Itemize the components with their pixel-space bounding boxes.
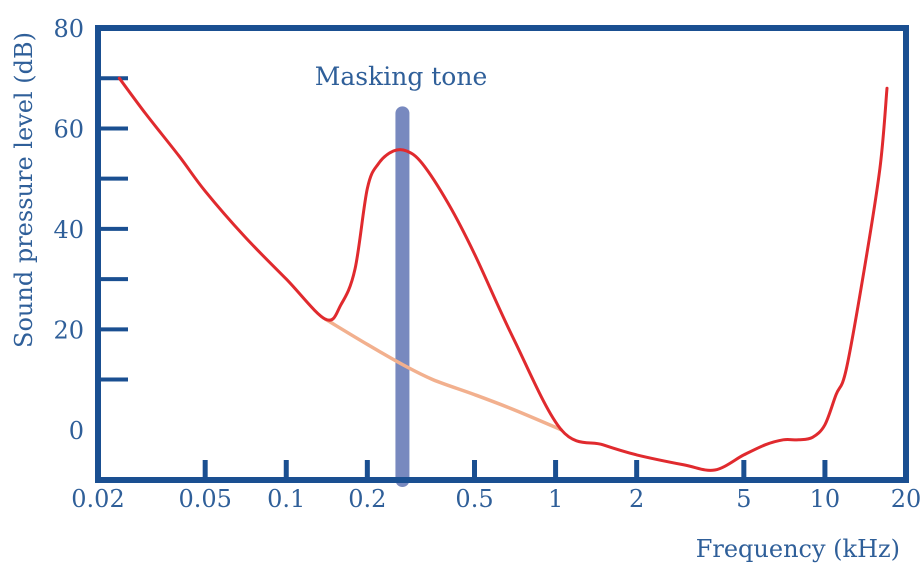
y-tick-label: 20 bbox=[53, 316, 84, 344]
x-tick-label: 5 bbox=[736, 485, 751, 513]
x-tick-label: 10 bbox=[810, 485, 841, 513]
threshold-in-quiet-curve bbox=[323, 317, 564, 432]
axes-frame bbox=[95, 25, 909, 483]
x-axis-title: Frequency (kHz) bbox=[696, 535, 900, 563]
masking-tone-label: Masking tone bbox=[315, 62, 488, 91]
x-tick-label: 0.1 bbox=[267, 485, 305, 513]
y-axis-title: Sound pressure level (dB) bbox=[10, 32, 38, 348]
series-group bbox=[117, 76, 889, 472]
y-tick-label: 0 bbox=[69, 417, 84, 445]
x-tick-label: 0.02 bbox=[71, 485, 124, 513]
tick-marks bbox=[98, 76, 828, 480]
x-tick-label: 1 bbox=[548, 485, 563, 513]
x-tick-label: 2 bbox=[629, 485, 644, 513]
y-tick-label: 40 bbox=[53, 216, 84, 244]
x-tick-label: 0.2 bbox=[348, 485, 386, 513]
x-tick-label: 0.05 bbox=[178, 485, 231, 513]
x-tick-label: 20 bbox=[891, 485, 922, 513]
tick-labels: 0.02 0.05 0.1 0.2 0.5 1 2 5 10 20 0 20 40 60 80 bbox=[53, 15, 921, 513]
y-tick-label: 60 bbox=[53, 115, 84, 143]
x-tick-label: 0.5 bbox=[455, 485, 493, 513]
masked-threshold-curve bbox=[117, 76, 889, 472]
y-tick-label: 80 bbox=[53, 15, 84, 43]
plot-frame bbox=[95, 25, 909, 483]
